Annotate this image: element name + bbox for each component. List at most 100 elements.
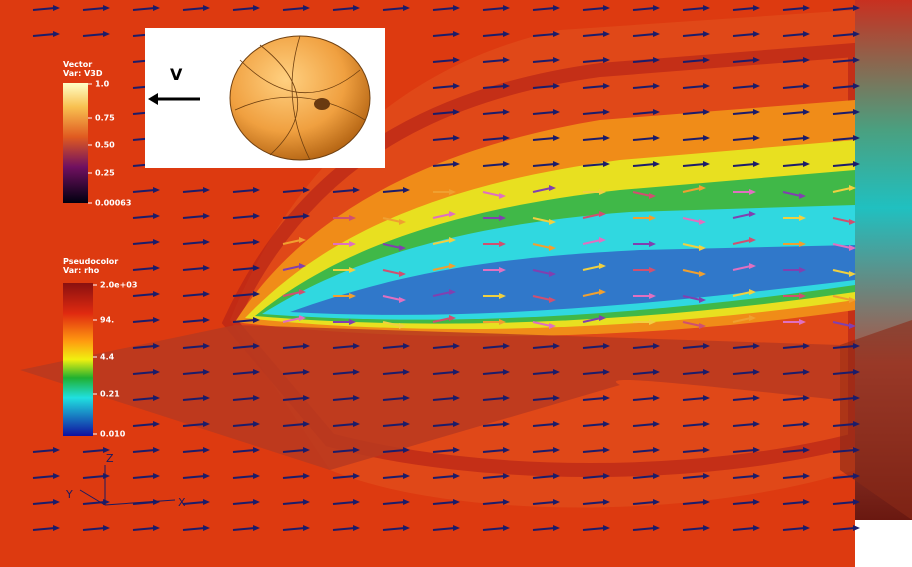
flow-arrow [332, 7, 356, 11]
flow-arrow [232, 293, 256, 297]
flow-arrowhead [449, 237, 456, 243]
flow-arrow [282, 189, 306, 193]
flow-arrowhead [453, 109, 460, 115]
flow-arrow [632, 7, 656, 11]
flow-arrowhead [303, 343, 310, 349]
flow-arrowhead [503, 421, 510, 427]
flow-arrow [232, 475, 256, 479]
flow-arrow [382, 295, 402, 301]
flow-arrowhead [349, 319, 356, 325]
flow-arrow [382, 269, 402, 275]
flow-arrow [732, 527, 756, 531]
flow-arrowhead [753, 395, 760, 401]
flow-arrowhead [299, 315, 306, 321]
flow-arrow [782, 59, 806, 63]
flow-arrow [82, 33, 106, 37]
flow-arrowhead [753, 343, 760, 349]
flow-arrow [582, 371, 606, 375]
flow-arrowhead [253, 5, 260, 11]
flow-arrow [382, 7, 406, 11]
flow-arrow [582, 213, 602, 219]
flow-arrowhead [203, 369, 210, 375]
flow-arrowhead [403, 369, 410, 375]
flow-arrow [782, 449, 806, 453]
flow-arrow [232, 501, 256, 505]
flow-arrowhead [853, 369, 860, 375]
flow-arrowhead [503, 343, 510, 349]
flow-arrowhead [303, 421, 310, 427]
flow-arrow [532, 59, 556, 63]
flow-arrow [232, 423, 256, 427]
flow-arrowhead [353, 187, 360, 193]
flow-arrow [532, 321, 552, 327]
flow-arrow [482, 527, 506, 531]
flow-arrow [532, 397, 556, 401]
flow-arrow [482, 85, 506, 89]
flow-arrowhead [849, 297, 856, 303]
flow-arrowhead [449, 189, 456, 195]
flow-arrowhead [153, 473, 160, 479]
flow-arrowhead [653, 57, 660, 63]
x-axis [104, 499, 176, 506]
flow-arrowhead [853, 395, 860, 401]
flow-arrow [732, 265, 752, 271]
flow-arrowhead [653, 343, 660, 349]
flow-arrow [832, 449, 856, 453]
flow-arrow [282, 527, 306, 531]
flow-arrow [832, 295, 852, 301]
flow-arrow [182, 501, 206, 505]
flow-arrow [132, 319, 156, 323]
flow-arrow [582, 265, 602, 271]
flow-arrow [732, 475, 756, 479]
flow-arrowhead [753, 525, 760, 531]
flow-arrow [832, 527, 856, 531]
flow-arrowhead [703, 57, 710, 63]
flow-arrow [832, 7, 856, 11]
flow-arrowhead [553, 447, 560, 453]
flow-arrow [632, 423, 656, 427]
flow-arrowhead [503, 161, 510, 167]
flow-arrow [782, 191, 802, 197]
flow-arrowhead [253, 421, 260, 427]
flow-arrowhead [253, 499, 260, 505]
flow-arrowhead [553, 499, 560, 505]
flow-arrowhead [853, 109, 860, 115]
flow-arrowhead [453, 499, 460, 505]
flow-arrowhead [603, 31, 610, 37]
flow-arrowhead [703, 447, 710, 453]
flow-arrowhead [403, 5, 410, 11]
flow-arrow [132, 501, 156, 505]
flow-arrowhead [403, 343, 410, 349]
flow-arrow [182, 371, 206, 375]
flow-arrow [782, 475, 806, 479]
flow-arrow [132, 345, 156, 349]
flow-arrow [732, 85, 756, 89]
pseudocolor-tick-label: 0.21 [100, 390, 120, 399]
flow-arrow [632, 33, 656, 37]
flow-arrowhead [849, 271, 856, 277]
flow-arrow [532, 111, 556, 115]
flow-arrowhead [603, 421, 610, 427]
flow-arrowhead [499, 293, 506, 299]
flow-arrowhead [753, 499, 760, 505]
flow-arrow [432, 111, 456, 115]
vector-tick-label: 0.00063 [95, 199, 131, 208]
pseudocolor-legend-variable: Var: rho [63, 266, 100, 275]
flow-arrowhead [803, 135, 810, 141]
flow-arrowhead [553, 31, 560, 37]
flow-arrowhead [503, 369, 510, 375]
flow-arrowhead [349, 241, 356, 247]
flow-arrowhead [203, 265, 210, 271]
flow-arrowhead [703, 369, 710, 375]
flow-arrow [532, 187, 552, 193]
flow-arrow [382, 321, 402, 327]
flow-arrowhead [603, 83, 610, 89]
flow-arrow [432, 475, 456, 479]
torus [229, 35, 371, 161]
flow-arrowhead [499, 215, 506, 221]
flow-arrowhead [703, 109, 710, 115]
flow-arrow [582, 345, 606, 349]
flow-arrow [182, 241, 206, 245]
flow-arrow [632, 137, 656, 141]
flow-arrowhead [253, 447, 260, 453]
